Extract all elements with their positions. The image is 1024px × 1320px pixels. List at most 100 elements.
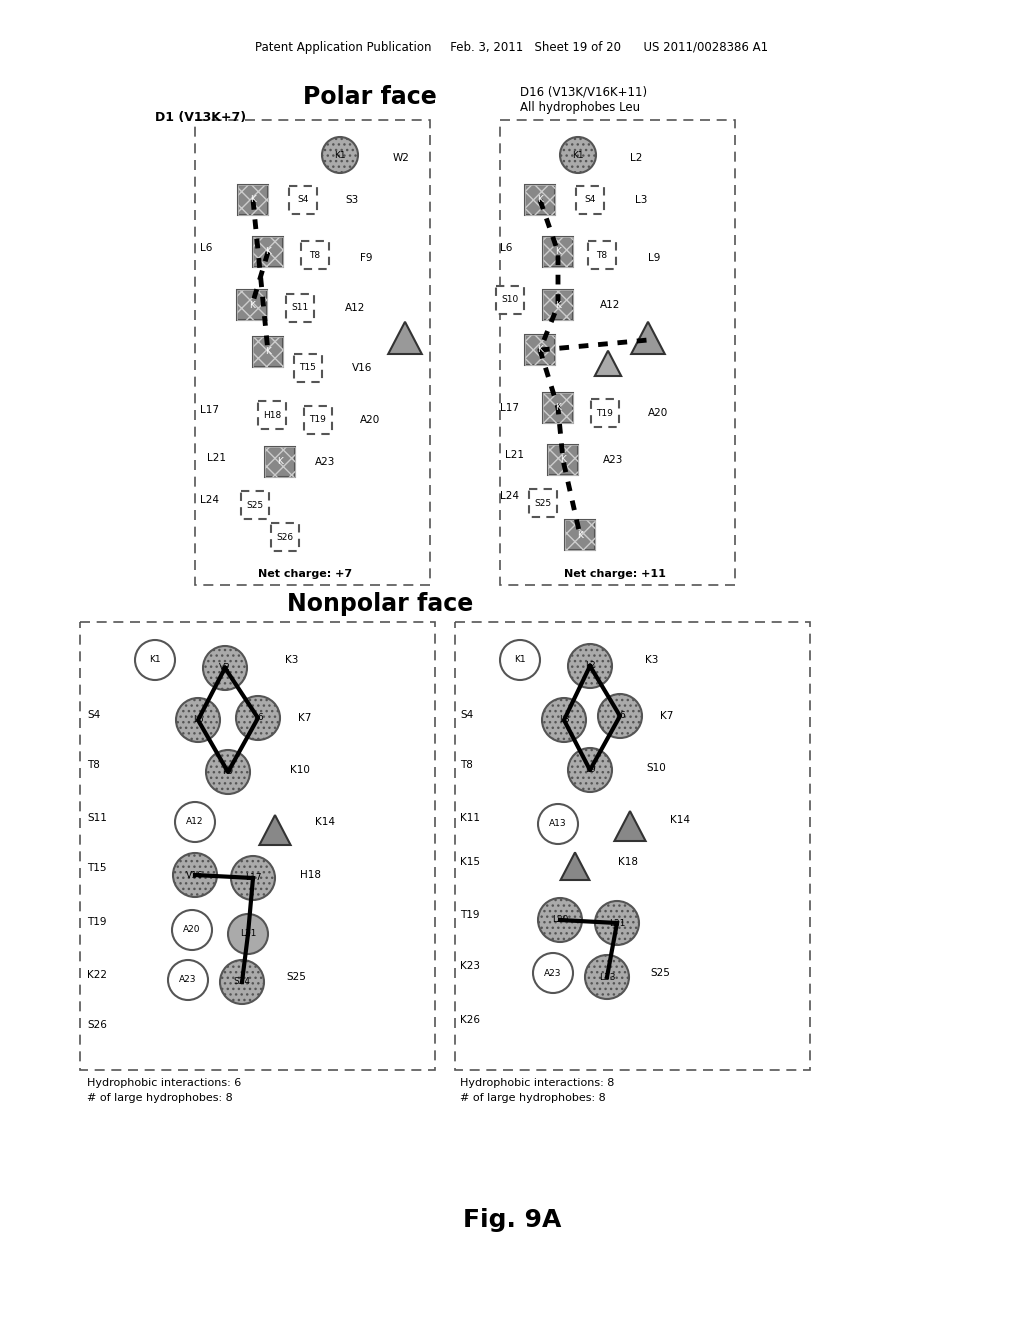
- Text: S26: S26: [276, 532, 294, 541]
- Text: K22: K22: [87, 970, 106, 979]
- FancyBboxPatch shape: [238, 185, 268, 215]
- Text: K1: K1: [572, 150, 584, 160]
- Polygon shape: [259, 814, 291, 845]
- Text: K26: K26: [460, 1015, 480, 1026]
- Text: L3: L3: [559, 715, 569, 725]
- Circle shape: [172, 909, 212, 950]
- Text: F9: F9: [360, 253, 373, 263]
- Text: L6: L6: [253, 714, 263, 722]
- FancyBboxPatch shape: [591, 399, 618, 426]
- Text: K1: K1: [150, 656, 161, 664]
- Text: K: K: [537, 195, 543, 205]
- Text: L17: L17: [245, 874, 261, 883]
- Text: L20: L20: [552, 916, 568, 924]
- Circle shape: [135, 640, 175, 680]
- Text: K: K: [265, 248, 271, 256]
- Circle shape: [168, 960, 208, 1001]
- Text: All hydrophobes Leu: All hydrophobes Leu: [520, 100, 640, 114]
- Text: Nonpolar face: Nonpolar face: [287, 591, 473, 616]
- Text: K: K: [555, 248, 561, 256]
- Polygon shape: [388, 322, 422, 354]
- Text: K: K: [537, 346, 543, 355]
- Text: T19: T19: [597, 408, 613, 417]
- Text: L2: L2: [630, 153, 642, 162]
- Text: T8: T8: [596, 251, 607, 260]
- Text: S25: S25: [650, 968, 670, 978]
- Text: L6: L6: [200, 243, 212, 253]
- Text: L17: L17: [500, 403, 519, 413]
- Text: K: K: [278, 458, 283, 466]
- Text: S24: S24: [233, 978, 251, 986]
- FancyBboxPatch shape: [525, 335, 555, 366]
- FancyBboxPatch shape: [286, 294, 314, 322]
- Text: V16: V16: [352, 363, 373, 374]
- Text: L5: L5: [193, 715, 204, 725]
- Text: L9: L9: [648, 253, 660, 263]
- Text: K: K: [578, 531, 583, 540]
- Text: T8: T8: [460, 760, 473, 770]
- Text: K3: K3: [645, 655, 658, 665]
- Text: S25: S25: [535, 499, 552, 507]
- Text: V2: V2: [219, 664, 230, 672]
- Text: A23: A23: [315, 457, 336, 467]
- Text: K: K: [560, 455, 566, 465]
- Circle shape: [560, 137, 596, 173]
- Circle shape: [585, 954, 629, 999]
- Polygon shape: [631, 322, 665, 354]
- Circle shape: [206, 750, 250, 795]
- Text: A20: A20: [360, 414, 380, 425]
- Text: A13: A13: [549, 820, 567, 829]
- Text: L21: L21: [240, 929, 256, 939]
- Text: L6: L6: [614, 711, 626, 721]
- Text: L9: L9: [585, 766, 595, 775]
- Text: L2: L2: [585, 661, 595, 671]
- FancyBboxPatch shape: [565, 520, 595, 550]
- Text: S3: S3: [345, 195, 358, 205]
- Text: Hydrophobic interactions: 6: Hydrophobic interactions: 6: [87, 1078, 242, 1088]
- Text: A20: A20: [183, 925, 201, 935]
- FancyBboxPatch shape: [258, 401, 286, 429]
- FancyBboxPatch shape: [543, 238, 573, 267]
- Text: K14: K14: [670, 814, 690, 825]
- Text: S11: S11: [87, 813, 106, 822]
- Text: S4: S4: [460, 710, 473, 719]
- Circle shape: [322, 137, 358, 173]
- Text: L3: L3: [635, 195, 647, 205]
- Circle shape: [236, 696, 280, 741]
- Text: L6: L6: [500, 243, 512, 253]
- Text: S10: S10: [502, 296, 518, 305]
- Circle shape: [500, 640, 540, 680]
- Text: S26: S26: [87, 1020, 106, 1030]
- Text: A12: A12: [600, 300, 621, 310]
- Text: A23: A23: [603, 455, 624, 465]
- Text: K7: K7: [298, 713, 311, 723]
- Text: Net charge: +7: Net charge: +7: [258, 569, 352, 579]
- Polygon shape: [595, 351, 622, 376]
- Text: K: K: [265, 347, 271, 356]
- Text: A12: A12: [345, 304, 366, 313]
- FancyBboxPatch shape: [543, 290, 573, 319]
- Text: K14: K14: [315, 817, 335, 828]
- Text: S4: S4: [297, 195, 308, 205]
- Text: K1: K1: [514, 656, 525, 664]
- Text: A12: A12: [186, 817, 204, 826]
- Text: Hydrophobic interactions: 8: Hydrophobic interactions: 8: [460, 1078, 614, 1088]
- Text: K18: K18: [618, 857, 638, 867]
- Text: K3: K3: [285, 655, 298, 665]
- Text: D1 (V13K+7): D1 (V13K+7): [155, 111, 246, 124]
- Text: S4: S4: [585, 195, 596, 205]
- Text: T8: T8: [87, 760, 100, 770]
- Circle shape: [534, 953, 573, 993]
- Text: V16: V16: [186, 870, 204, 879]
- FancyBboxPatch shape: [289, 186, 317, 214]
- Text: K11: K11: [460, 813, 480, 822]
- FancyBboxPatch shape: [455, 622, 810, 1071]
- Text: K7: K7: [660, 711, 674, 721]
- Text: D16 (V13K/V16K+11): D16 (V13K/V16K+11): [520, 86, 647, 99]
- Text: Fig. 9A: Fig. 9A: [463, 1208, 561, 1232]
- Circle shape: [228, 913, 268, 954]
- FancyBboxPatch shape: [304, 407, 332, 434]
- Text: # of large hydrophobes: 8: # of large hydrophobes: 8: [87, 1093, 232, 1104]
- Circle shape: [175, 803, 215, 842]
- Text: L21: L21: [609, 919, 626, 928]
